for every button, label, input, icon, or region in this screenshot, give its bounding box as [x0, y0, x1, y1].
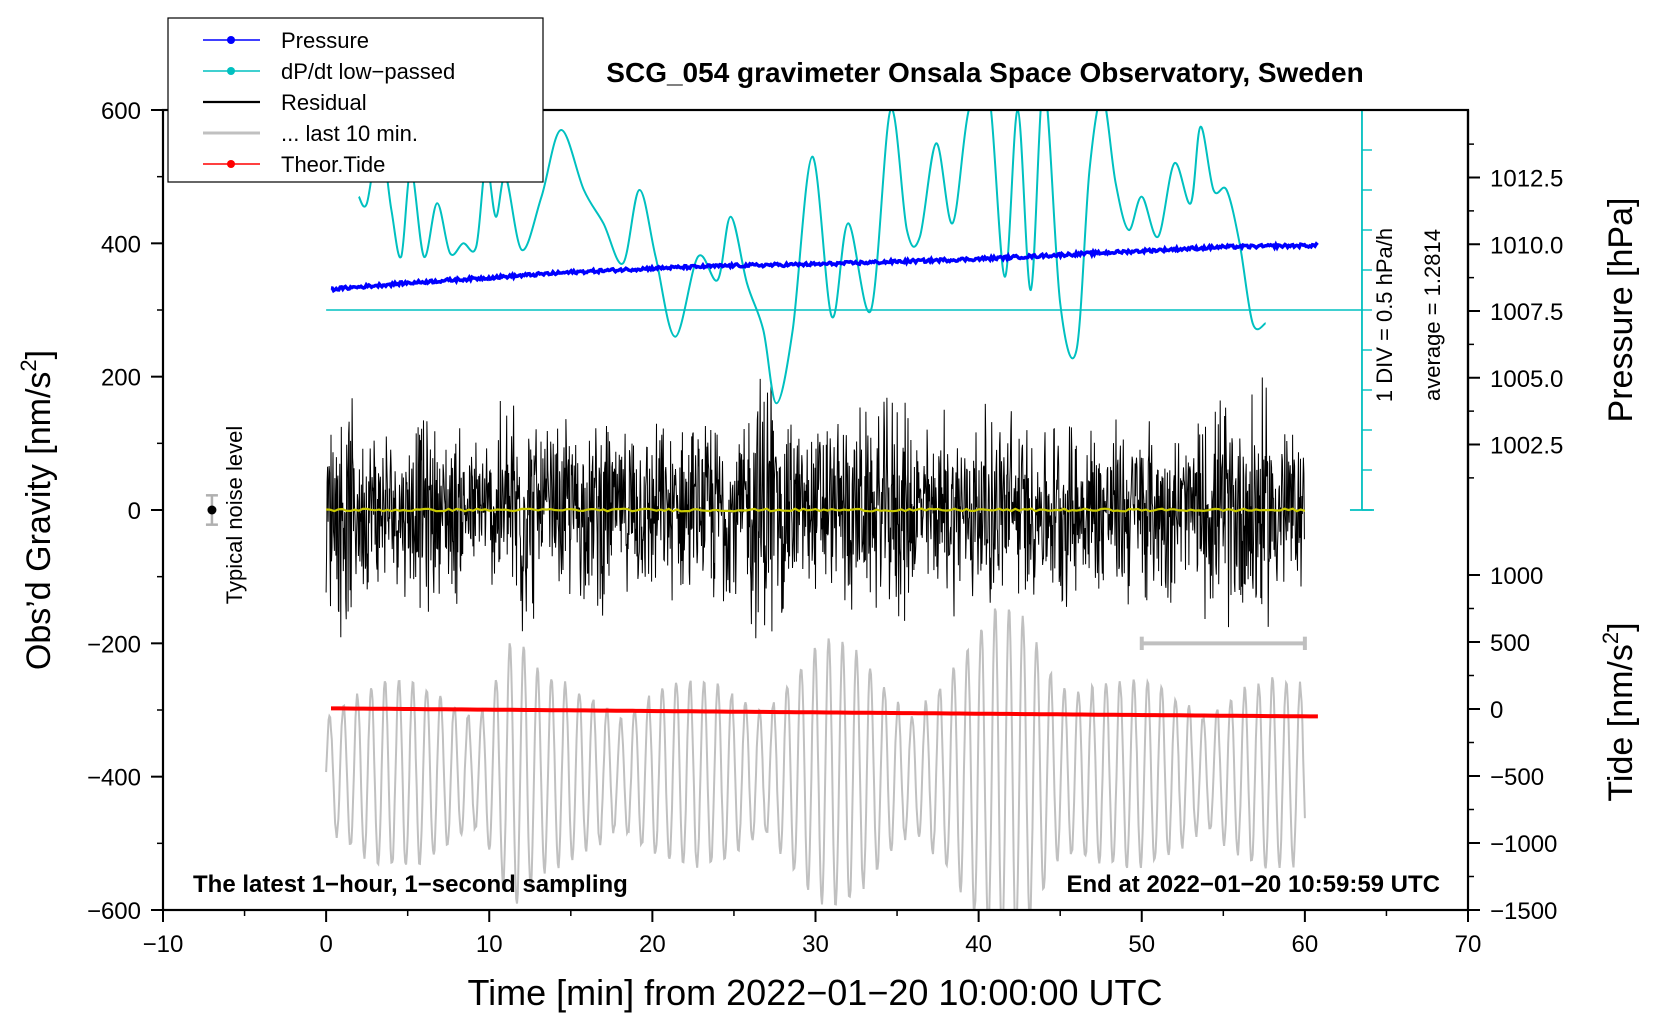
- series-residual-mean: [326, 507, 1306, 513]
- x-tick-label: 60: [1292, 931, 1319, 958]
- x-tick-label: 20: [639, 931, 666, 958]
- x-tick-label: 70: [1455, 931, 1482, 958]
- legend-marker: [227, 36, 235, 44]
- y-tick-label: 200: [101, 365, 141, 392]
- series-last-10-min: [325, 608, 1306, 910]
- series-pressure: [330, 240, 1319, 294]
- y-axis-label-left: Obs’d Gravity [nm/s2]: [16, 350, 58, 670]
- chart-title: SCG_054 gravimeter Onsala Space Observat…: [606, 57, 1363, 88]
- y-axis-label-tide: Tide [nm/s2]: [1598, 622, 1640, 801]
- x-tick-label: 50: [1128, 931, 1155, 958]
- legend-label: ... last 10 min.: [281, 121, 418, 146]
- sampling-note: The latest 1−hour, 1−second sampling: [193, 871, 628, 898]
- x-tick-label: 0: [319, 931, 332, 958]
- dpdt-average-label: average = 1.2814: [1420, 229, 1445, 401]
- legend-box: [167, 17, 544, 183]
- end-time-note: End at 2022−01−20 10:59:59 UTC: [1066, 871, 1440, 898]
- legend: Pressure dP/dt low−passed Residual ... last…: [167, 17, 544, 183]
- series-residual: [325, 377, 1305, 639]
- pressure-tick-label: 1012.5: [1490, 166, 1563, 193]
- y-tick-label: 400: [101, 231, 141, 258]
- tide-tick-label: 0: [1490, 697, 1503, 724]
- pressure-tick-label: 1005.0: [1490, 366, 1563, 393]
- y-tick-label: −200: [87, 631, 141, 658]
- legend-label: Residual: [281, 90, 367, 115]
- y-tick-label: 600: [101, 98, 141, 125]
- tide-tick-label: 1000: [1490, 563, 1543, 590]
- x-tick-label: 30: [802, 931, 829, 958]
- x-tick-label: −10: [143, 931, 184, 958]
- series-theor-tide: [331, 706, 1318, 719]
- legend-label: dP/dt low−passed: [281, 59, 455, 84]
- x-tick-label: 10: [476, 931, 503, 958]
- x-tick-label: 40: [965, 931, 992, 958]
- y-axis-label-pressure: Pressure [hPa]: [1602, 198, 1640, 423]
- pressure-tick-label: 1002.5: [1490, 433, 1563, 460]
- x-axis-label: Time [min] from 2022−01−20 10:00:00 UTC: [467, 972, 1162, 1013]
- tide-tick-label: −1500: [1490, 898, 1557, 925]
- legend-marker: [227, 160, 235, 168]
- pressure-tick-label: 1010.0: [1490, 232, 1563, 259]
- pressure-tick-label: 1007.5: [1490, 299, 1563, 326]
- legend-marker: [227, 67, 235, 75]
- dpdt-scale-label: 1 DIV = 0.5 hPa/h: [1372, 228, 1397, 402]
- legend-label: Theor.Tide: [281, 152, 385, 177]
- y-tick-label: −600: [87, 898, 141, 925]
- noise-level-point: [207, 505, 217, 515]
- legend-label: Pressure: [281, 28, 369, 53]
- noise-level-label: Typical noise level: [222, 426, 247, 605]
- tide-tick-label: −1000: [1490, 831, 1557, 858]
- y-tick-label: −400: [87, 765, 141, 792]
- tide-tick-label: −500: [1490, 764, 1544, 791]
- tide-tick-label: 500: [1490, 630, 1530, 657]
- y-tick-label: 0: [128, 498, 141, 525]
